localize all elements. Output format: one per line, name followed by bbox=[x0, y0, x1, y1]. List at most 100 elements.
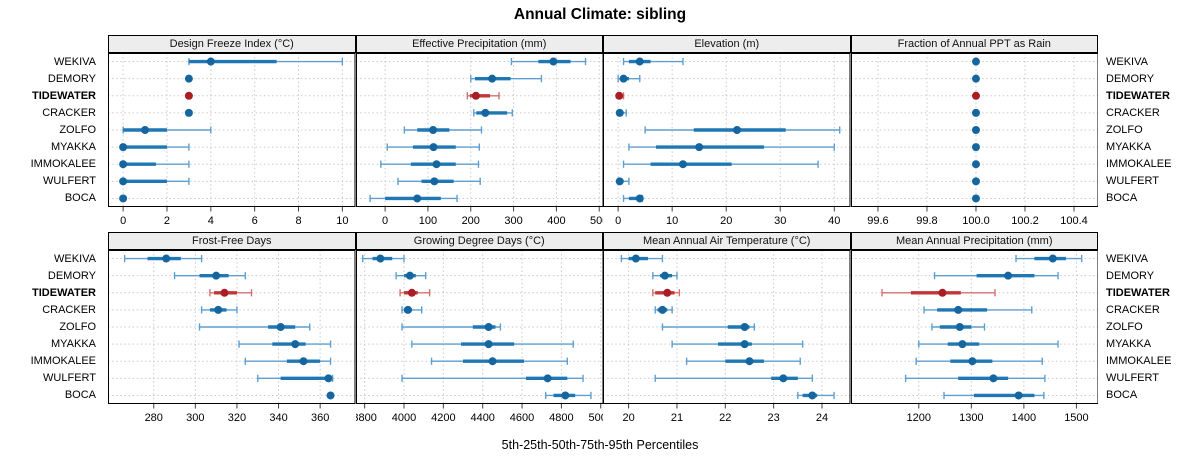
median-dot bbox=[184, 108, 193, 117]
site-label-wulfert: WULFERT bbox=[43, 175, 96, 188]
panel-group-row-1: Design Freeze Index (°C) 0 2 4 6 8 10 Effective… bbox=[108, 35, 1098, 233]
site-label-demory: DEMORY bbox=[1106, 269, 1155, 282]
median-dot bbox=[988, 374, 997, 383]
site-label-wulfert: WULFERT bbox=[1106, 372, 1159, 385]
median-dot bbox=[429, 143, 438, 152]
median-dot bbox=[971, 74, 980, 83]
axis-tick-label: 4600 bbox=[509, 412, 533, 424]
axis-tick-label: 4800 bbox=[549, 412, 573, 424]
median-dot bbox=[375, 254, 384, 263]
axis-tick-label: 21 bbox=[671, 412, 683, 424]
median-dot bbox=[619, 74, 628, 83]
median-dot bbox=[184, 91, 193, 100]
median-dot bbox=[971, 194, 980, 203]
median-dot bbox=[206, 57, 215, 66]
median-dot bbox=[428, 126, 437, 134]
median-dot bbox=[548, 57, 557, 66]
panel-elevation-m: Elevation (m) 0 10 20 30 40 bbox=[603, 35, 851, 233]
median-dot bbox=[324, 374, 333, 383]
median-dot bbox=[678, 160, 687, 169]
median-dot bbox=[162, 254, 171, 263]
median-dot bbox=[971, 126, 980, 134]
panel-growing-degree-days-c: Growing Degree Days (°C) 3800 4000 4200 4400… bbox=[355, 232, 603, 430]
panel-group-row-2: Frost-Free Days 280 300 320 340 360 Growing De… bbox=[108, 232, 1098, 430]
panel-header-fraction-of-annual-ppt-as-rain: Fraction of Annual PPT as Rain bbox=[850, 35, 1098, 53]
panel-row-bottom: WEKIVA DEMORY TIDEWATER CRACKER ZOLFO MYAKKA I… bbox=[0, 232, 1200, 428]
axis-tick-label: 0 bbox=[382, 215, 388, 227]
axis-tick-label: 99.6 bbox=[867, 215, 888, 227]
axis-tick-label: 30 bbox=[774, 215, 786, 227]
axis-tick-label: 360 bbox=[311, 412, 329, 424]
axis-tick-label: 100.4 bbox=[1060, 215, 1088, 227]
axis-tick-label: 0 bbox=[120, 215, 126, 227]
site-label-cracker: CRACKER bbox=[42, 303, 96, 316]
panel-header-elevation-m: Elevation (m) bbox=[603, 35, 851, 53]
panel-plot-fraction-of-annual-ppt-as-rain: 99.6 99.8 100.0 100.2 100.4 bbox=[850, 53, 1098, 227]
site-label-boca: BOCA bbox=[64, 192, 96, 205]
site-label-myakka: MYAKKA bbox=[1106, 141, 1152, 154]
panel-header-mean-annual-precipitation-mm: Mean Annual Precipitation (mm) bbox=[850, 232, 1098, 250]
axis-tick-label: 1400 bbox=[1011, 412, 1035, 424]
median-dot bbox=[967, 357, 976, 366]
panel-header-mean-annual-air-temperature-c: Mean Annual Air Temperature (°C) bbox=[603, 232, 851, 250]
median-dot bbox=[937, 288, 946, 297]
median-dot bbox=[663, 288, 672, 297]
axis-tick-label: 1200 bbox=[906, 412, 930, 424]
axis-tick-label: 20 bbox=[720, 215, 732, 227]
median-dot bbox=[184, 74, 193, 83]
panel-border bbox=[355, 53, 603, 207]
median-dot bbox=[276, 323, 285, 331]
site-label-boca: BOCA bbox=[1106, 389, 1138, 402]
axis-tick-label: 500 bbox=[590, 215, 603, 227]
percentiles-caption: 5th-25th-50th-75th-95th Percentiles bbox=[501, 438, 699, 452]
median-dot bbox=[635, 57, 644, 66]
median-dot bbox=[971, 57, 980, 66]
panel-border bbox=[108, 250, 356, 404]
site-label-wekiva: WEKIVA bbox=[54, 252, 96, 265]
axis-tick-label: 8 bbox=[295, 215, 301, 227]
panel-plot-mean-annual-precipitation-mm: 1200 1300 1400 1500 bbox=[850, 250, 1098, 424]
panel-border bbox=[603, 53, 851, 207]
site-label-cracker: CRACKER bbox=[1106, 106, 1160, 119]
median-dot bbox=[1048, 254, 1057, 263]
axis-tick-label: 4400 bbox=[470, 412, 494, 424]
site-label-column-right: WEKIVA DEMORY TIDEWATER CRACKER ZOLFO MYAKKA I… bbox=[1106, 232, 1200, 404]
axis-tick-label: 200 bbox=[461, 215, 479, 227]
site-label-column-left: WEKIVA DEMORY TIDEWATER CRACKER ZOLFO MYAKKA I… bbox=[0, 232, 96, 404]
median-dot bbox=[631, 254, 640, 263]
median-dot bbox=[484, 340, 493, 349]
site-label-demory: DEMORY bbox=[1106, 72, 1155, 85]
panel-plot-growing-degree-days-c: 3800 4000 4200 4400 4600 4800 5000 bbox=[355, 250, 603, 424]
median-dot bbox=[141, 126, 150, 134]
median-dot bbox=[220, 288, 229, 297]
median-dot bbox=[1014, 391, 1023, 400]
panel-plot-effective-precipitation-mm: 0 100 200 300 400 500 bbox=[355, 53, 603, 227]
median-dot bbox=[407, 288, 416, 297]
axis-tick-label: 300 bbox=[504, 215, 522, 227]
median-dot bbox=[299, 357, 308, 366]
site-label-tidewater: TIDEWATER bbox=[32, 89, 96, 102]
panel-design-freeze-index-c: Design Freeze Index (°C) 0 2 4 6 8 10 bbox=[108, 35, 356, 233]
axis-tick-label: 5000 bbox=[588, 412, 603, 424]
median-dot bbox=[779, 374, 788, 383]
panel-border bbox=[850, 250, 1098, 404]
panel-frost-free-days: Frost-Free Days 280 300 320 340 360 bbox=[108, 232, 356, 430]
panel-plot-design-freeze-index-c: 0 2 4 6 8 10 bbox=[108, 53, 356, 227]
panel-border bbox=[355, 250, 603, 404]
panel-fraction-of-annual-ppt-as-rain: Fraction of Annual PPT as Rain 99.6 99.8 10… bbox=[850, 35, 1098, 233]
site-label-demory: DEMORY bbox=[47, 72, 96, 85]
site-label-zolfo: ZOLFO bbox=[59, 123, 96, 136]
site-label-wulfert: WULFERT bbox=[1106, 175, 1159, 188]
median-dot bbox=[488, 357, 497, 366]
axis-tick-label: 340 bbox=[269, 412, 287, 424]
panel-header-frost-free-days: Frost-Free Days bbox=[108, 232, 356, 250]
panel-mean-annual-precipitation-mm: Mean Annual Precipitation (mm) 1200 1300 14… bbox=[850, 232, 1098, 430]
median-dot bbox=[484, 323, 493, 331]
panel-effective-precipitation-mm: Effective Precipitation (mm) 0 100 200 300 40… bbox=[355, 35, 603, 233]
site-label-immokalee: IMMOKALEE bbox=[30, 158, 96, 171]
median-dot bbox=[658, 305, 667, 314]
axis-tick-label: 99.8 bbox=[916, 215, 937, 227]
median-dot bbox=[119, 177, 128, 186]
axis-tick-label: 1500 bbox=[1064, 412, 1088, 424]
median-dot bbox=[212, 271, 221, 280]
